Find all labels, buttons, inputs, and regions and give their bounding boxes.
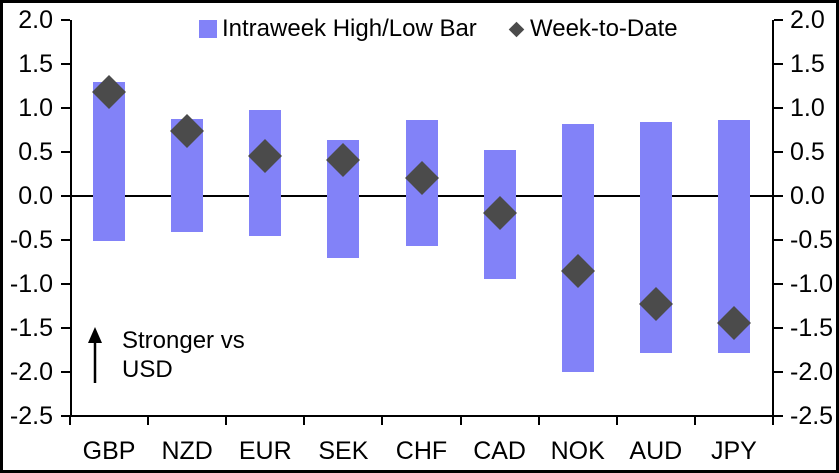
y-axis-right [772,20,774,416]
y-tick-label-right: 0.5 [790,138,825,166]
y-tick-right [774,151,783,153]
x-tick [303,416,306,425]
x-tick [69,416,71,425]
up-arrow-icon [88,327,102,383]
x-tick [693,416,696,425]
x-category-label-sek: SEK [318,437,369,465]
y-tick-label-left: 0.0 [18,182,53,210]
x-tick [147,416,150,425]
y-tick-label-left: -1.0 [9,270,53,298]
y-tick-left [61,63,70,65]
y-tick-left [61,415,70,417]
y-tick-left [61,327,70,329]
legend-item-intraweek: Intraweek High/Low Bar [199,15,477,43]
x-tick [381,416,384,425]
x-category-label-aud: AUD [629,437,683,465]
x-category-label-gbp: GBP [82,437,136,465]
x-tick [225,416,228,425]
y-tick-label-left: -2.5 [9,402,53,430]
y-tick-label-left: 1.0 [18,94,53,122]
x-category-label-eur: EUR [238,437,292,465]
y-tick-left [61,151,70,153]
range-bar-eur [249,109,282,237]
y-tick-left [61,239,70,241]
legend-bar-marker-icon [199,20,217,38]
y-tick-label-left: 2.0 [18,6,53,34]
range-bar-nok [561,123,594,372]
y-tick-label-left: -1.5 [9,314,53,342]
y-tick-label-right: -2.5 [790,402,834,430]
y-tick-label-right: -1.0 [790,270,834,298]
y-tick-label-right: 2.0 [790,6,825,34]
y-tick-label-left: -2.0 [9,358,53,386]
x-category-label-chf: CHF [395,437,448,465]
stronger-vs-usd-annotation: Stronger vs USD [84,326,245,386]
y-tick-label-right: -1.5 [790,314,834,342]
x-category-label-nzd: NZD [161,437,213,465]
x-tick [537,416,540,425]
y-tick-left [61,19,70,21]
y-tick-left [61,195,70,197]
x-axis [70,415,773,417]
y-tick-right [774,239,783,241]
x-tick [615,416,618,425]
y-tick-right [774,283,783,285]
y-tick-right [774,371,783,373]
annotation-line2: USD [122,356,173,383]
y-tick-left [61,371,70,373]
legend-diamond-marker-icon [508,21,525,37]
y-tick-label-right: 1.5 [790,50,825,78]
x-tick [459,416,462,425]
x-category-label-jpy: JPY [711,437,757,465]
y-tick-label-right: 1.0 [790,94,825,122]
y-tick-label-left: 1.5 [18,50,53,78]
y-tick-right [774,327,783,329]
legend-item-week-to-date: Week-to-Date [508,15,678,43]
y-tick-right [774,19,783,21]
y-tick-left [61,283,70,285]
y-tick-right [774,107,783,109]
y-tick-label-right: -0.5 [790,226,834,254]
annotation-text: Stronger vs USD [122,326,245,386]
y-tick-label-right: -2.0 [790,358,834,386]
y-axis-left [70,20,72,416]
y-tick-right [774,415,783,417]
y-tick-label-right: 0.0 [790,182,825,210]
x-category-label-cad: CAD [473,437,526,465]
y-tick-right [774,195,783,197]
x-tick [772,416,774,425]
legend-bar-label: Intraweek High/Low Bar [222,15,477,42]
y-tick-label-left: 0.5 [18,138,53,166]
y-tick-label-left: -0.5 [9,226,53,254]
y-tick-left [61,107,70,109]
y-tick-right [774,63,783,65]
x-category-label-nok: NOK [550,437,605,465]
annotation-line1: Stronger vs [122,327,245,354]
legend-wtd-label: Week-to-Date [530,15,678,42]
